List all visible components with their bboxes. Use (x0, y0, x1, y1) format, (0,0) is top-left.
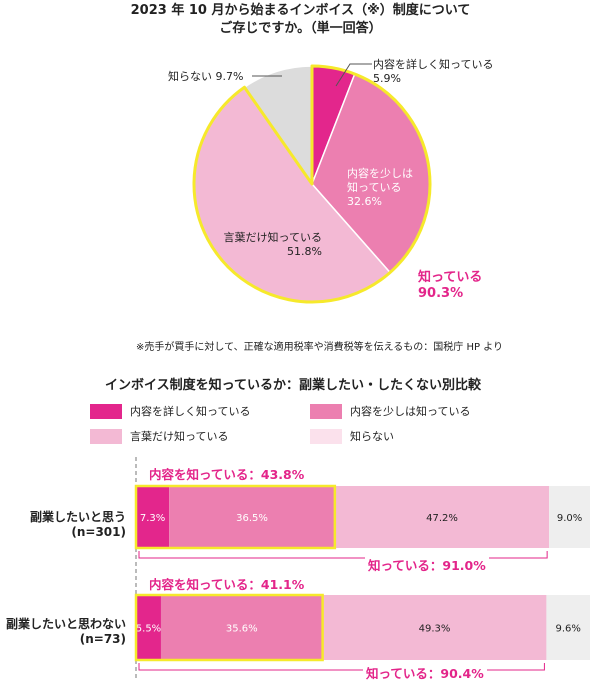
footnote: ※売手が買手に対して、正確な適用税率や消費税等を伝えるもの：国税庁 HP より (136, 342, 503, 353)
pie-label-name: 言葉だけ知っている 51.8% (216, 231, 322, 259)
pie-label-name-line1: 言葉だけ知っている (223, 231, 322, 244)
legend-label-none: 知らない (350, 430, 394, 443)
row-not-want-known: 知っている：90.4% (363, 663, 487, 682)
bar-content-known-outline (134, 484, 337, 550)
row-label-not-want-line1: 副業したいと思わない (5, 617, 126, 631)
section-title: インボイス制度を知っているか：副業したい・したくない別比較 (105, 378, 481, 393)
legend-swatch-name (90, 428, 122, 444)
bar-value-label-detail: 5.5% (136, 624, 161, 635)
row-not-want-content-known: 内容を知っている：41.1% (149, 577, 305, 592)
legend-swatch-detail (90, 403, 122, 419)
bar-value-label-name: 47.2% (426, 513, 458, 524)
bar-segment-none (549, 486, 590, 548)
legend-swatch-none (310, 428, 342, 444)
bar-segment-none (546, 595, 590, 660)
bar-segment-name (334, 486, 550, 548)
stacked-bar-chart: 7.3% 36.5% 47.2% 9.0% 5.5% 35.6% 49.3% 9.6% (134, 457, 590, 681)
legend-item-some: 内容を少しは知っている (310, 403, 470, 419)
row-label-not-want-line2: (n=73) (79, 632, 126, 646)
chart-title-line2: ご存じですか。（単一回答） (219, 21, 382, 36)
pie-known-value: 90.3% (418, 286, 464, 301)
pie-label-name-value: 51.8% (287, 245, 322, 258)
row-want-known: 知っている：91.0% (365, 555, 489, 574)
pie-label-some-line1: 内容を少しは (347, 167, 413, 180)
pie-known-label: 知っている (418, 270, 483, 285)
legend-item-detail: 内容を詳しく知っている (90, 403, 250, 419)
row-want-content-known: 内容を知っている：43.8% (149, 467, 305, 482)
pie-label-some: 内容を少しは 知っている 32.6% (347, 167, 413, 209)
bar-value-label-some: 36.5% (236, 513, 268, 524)
pie-label-some-line2: 知っている (347, 181, 402, 194)
pie-label-detail: 内容を詳しく知っている 5.9% (373, 58, 493, 86)
pie-known-annotation: 知っている 90.3% (418, 270, 482, 302)
bar-value-label-some: 35.6% (226, 624, 258, 635)
row-label-want-line2: (n=301) (71, 525, 126, 539)
chart-title: 2023 年 10 月から始まるインボイス（※）制度について ご存じですか。（単… (0, 2, 601, 38)
pie-known-outline (192, 64, 432, 304)
bar-known-bracket (138, 551, 548, 559)
pie-label-none-text: 知らない 9.7% (168, 70, 244, 83)
bar-value-label-none: 9.6% (556, 624, 581, 635)
pie-label-detail-name: 内容を詳しく知っている (373, 58, 494, 71)
legend-label-name: 言葉だけ知っている (130, 430, 229, 443)
bar-segment-detail (136, 595, 161, 660)
row-label-not-want: 副業したいと思わない (n=73) (0, 617, 126, 647)
legend-label-detail: 内容を詳しく知っている (130, 405, 251, 418)
bar-known-bracket (138, 663, 545, 671)
legend-item-name: 言葉だけ知っている (90, 428, 228, 444)
pie-label-some-value: 32.6% (347, 195, 382, 208)
bar-segment-some (160, 595, 323, 660)
legend-item-none: 知らない (310, 428, 394, 444)
bar-value-label-name: 49.3% (419, 624, 451, 635)
chart-title-line1: 2023 年 10 月から始まるインボイス（※）制度について (130, 3, 471, 18)
bar-content-known-outline (134, 593, 324, 662)
bar-value-label-detail: 7.3% (140, 513, 165, 524)
legend-label-some: 内容を少しは知っている (350, 405, 471, 418)
pie-leader-detail (335, 63, 372, 87)
bar-value-label-none: 9.0% (557, 513, 582, 524)
bar-segment-some (169, 486, 335, 548)
bar-segment-name (322, 595, 547, 660)
bar-segment-detail (136, 486, 170, 548)
pie-chart (192, 63, 432, 304)
pie-label-detail-value: 5.9% (373, 72, 401, 85)
pie-label-none: 知らない 9.7% (168, 70, 243, 84)
legend-swatch-some (310, 403, 342, 419)
row-label-want: 副業したいと思う (n=301) (0, 510, 126, 540)
row-label-want-line1: 副業したいと思う (29, 510, 126, 524)
